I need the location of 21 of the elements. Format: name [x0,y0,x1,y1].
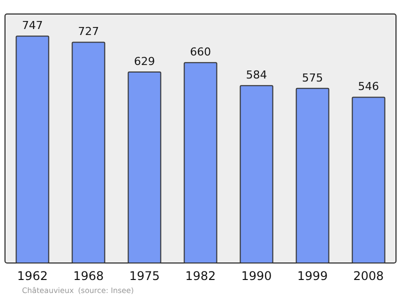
data-label: 629 [134,55,155,68]
x-tick-label: 1975 [129,269,160,283]
bar [16,36,50,264]
data-label: 546 [358,80,380,94]
x-tick-label: 1990 [241,269,272,283]
x-tick-label: 1982 [185,269,216,283]
x-tick-label: 1968 [73,269,104,283]
bar [352,96,386,264]
x-tick-label: 1999 [297,269,328,283]
bar [184,62,218,264]
data-label: 575 [302,71,324,84]
bar [240,85,274,264]
data-label: 747 [22,19,43,32]
bar [296,88,330,264]
bar [128,72,162,264]
x-tick-label: 2008 [353,269,384,283]
data-label: 584 [246,68,268,82]
data-label: 727 [78,25,99,38]
data-label: 660 [190,46,211,59]
bar [72,42,106,264]
x-tick-label: 1962 [17,269,48,283]
